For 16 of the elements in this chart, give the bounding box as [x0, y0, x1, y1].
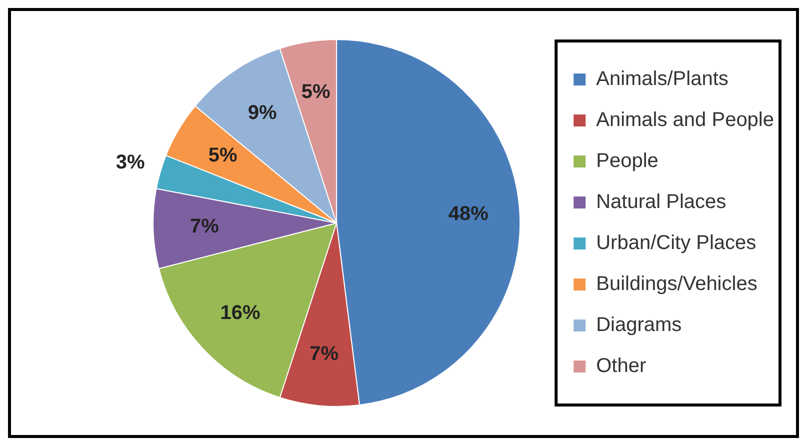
legend-label: Natural Places — [596, 191, 726, 214]
legend-label: Urban/City Places — [596, 232, 756, 254]
data-label: 3% — [116, 152, 146, 174]
legend-label: Other — [596, 355, 646, 378]
legend-label: Animals and People — [596, 109, 774, 132]
legend-label: People — [596, 150, 658, 172]
data-label: 9% — [248, 102, 277, 124]
legend-label: Buildings/Vehicles — [596, 273, 758, 296]
data-label: 7% — [190, 216, 220, 238]
data-label: 48% — [448, 203, 489, 226]
legend-label: Animals/Plants — [596, 68, 728, 90]
data-label: 5% — [208, 144, 238, 166]
data-label: 7% — [310, 343, 339, 366]
data-label: 5% — [301, 81, 331, 104]
legend-label: Diagrams — [596, 314, 682, 336]
data-label: 16% — [220, 302, 260, 324]
